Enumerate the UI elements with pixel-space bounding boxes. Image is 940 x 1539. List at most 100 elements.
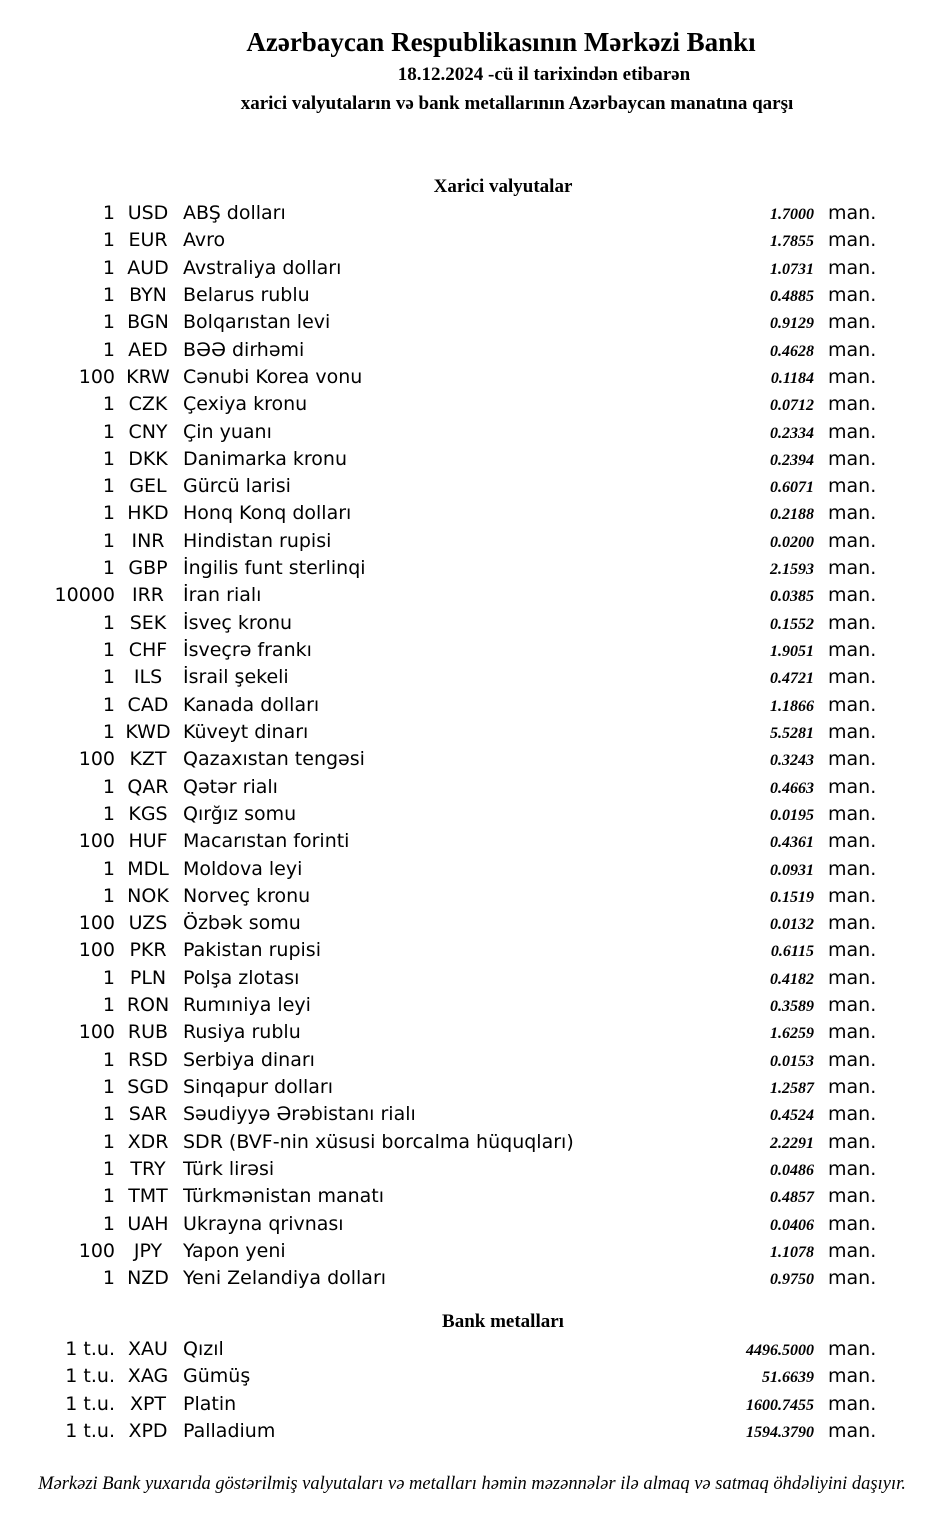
currency-name: Moldova leyi bbox=[183, 857, 303, 880]
currency-name: Kanada dolları bbox=[183, 693, 320, 716]
rate-value: 0.0153 bbox=[770, 1052, 814, 1070]
unit-label: man. bbox=[828, 229, 877, 252]
rate-value: 0.3589 bbox=[770, 998, 814, 1016]
rate-value: 0.4361 bbox=[770, 834, 814, 852]
currency-code: CNY bbox=[128, 420, 168, 443]
currency-name: Honq Konq dolları bbox=[183, 502, 352, 525]
currency-name: Danimarka kronu bbox=[183, 447, 348, 470]
rate-value: 0.0712 bbox=[770, 397, 814, 415]
rate-row: 1 USD ABŞ dolları 1.7000 man. bbox=[0, 200, 890, 227]
rate-row: 1 INR Hindistan rupisi 0.0200 man. bbox=[0, 528, 890, 555]
rate-row: 1 GEL Gürcü larisi 0.6071 man. bbox=[0, 473, 890, 500]
amount-cell: 1 bbox=[102, 720, 115, 743]
amount-cell: 10000 bbox=[54, 584, 115, 607]
currency-code: JPY bbox=[133, 1239, 163, 1262]
currency-code: PKR bbox=[129, 939, 167, 962]
amount-cell: 1 bbox=[102, 802, 115, 825]
rate-value: 0.0486 bbox=[770, 1161, 814, 1179]
currency-name: İngilis funt sterlinqi bbox=[183, 557, 366, 580]
unit-label: man. bbox=[828, 802, 877, 825]
unit-label: man. bbox=[828, 1130, 877, 1153]
rate-value: 2.2291 bbox=[770, 1134, 814, 1152]
currency-name: İsrail şekeli bbox=[183, 666, 289, 689]
rate-value: 1.1078 bbox=[770, 1243, 814, 1261]
amount-cell: 1 bbox=[102, 256, 115, 279]
rate-row: 1 UAH Ukrayna qrivnası 0.0406 man. bbox=[0, 1211, 890, 1238]
currency-code: XAU bbox=[128, 1338, 168, 1360]
currency-code: IRR bbox=[131, 584, 164, 607]
currency-code: GBP bbox=[128, 557, 168, 580]
currency-code: NZD bbox=[127, 1267, 169, 1290]
unit-label: man. bbox=[828, 1392, 877, 1415]
rate-row: 1 CAD Kanada dolları 1.1866 man. bbox=[0, 692, 890, 719]
unit-label: man. bbox=[828, 1239, 877, 1262]
amount-cell: 1 bbox=[102, 502, 115, 525]
page-subtitle: xarici valyutaların və bank metallarının… bbox=[240, 93, 794, 114]
rate-value: 0.0931 bbox=[770, 861, 814, 879]
currency-code: SAR bbox=[128, 1103, 168, 1126]
unit-label: man. bbox=[828, 611, 877, 634]
amount-cell: 1 bbox=[102, 966, 115, 989]
unit-label: man. bbox=[828, 857, 877, 880]
rate-value: 0.0195 bbox=[770, 806, 814, 824]
currency-name: Macarıstan forinti bbox=[183, 830, 350, 853]
currency-code: UAH bbox=[127, 1212, 169, 1235]
currency-name: Qətər rialı bbox=[183, 775, 278, 798]
rate-row: 1 CZK Çexiya kronu 0.0712 man. bbox=[0, 391, 890, 418]
rate-row: 100 KRW Cənubi Korea vonu 0.1184 man. bbox=[0, 364, 890, 391]
rate-value: 0.0406 bbox=[770, 1216, 814, 1234]
currency-name: Qızıl bbox=[183, 1338, 224, 1360]
unit-label: man. bbox=[828, 1076, 877, 1098]
footer-note: Mərkəzi Bank yuxarıda göstərilmiş valyut… bbox=[38, 1474, 906, 1494]
currency-name: Bolqarıstan levi bbox=[183, 311, 331, 334]
rate-value: 1594.3790 bbox=[746, 1423, 814, 1441]
amount-cell: 1 bbox=[102, 557, 115, 580]
currency-name: Rusiya rublu bbox=[183, 1021, 301, 1044]
currency-name: İsveçrə frankı bbox=[183, 639, 312, 661]
rate-value: 0.4663 bbox=[770, 779, 814, 797]
currency-code: HUF bbox=[128, 830, 168, 853]
rate-value: 4496.5000 bbox=[746, 1342, 814, 1359]
unit-label: man. bbox=[828, 912, 877, 935]
rate-row: 1 SAR Səudiyyə Ərəbistanı rialı 0.4524 m… bbox=[0, 1101, 890, 1128]
rate-row: 1 GBP İngilis funt sterlinqi 2.1593 man. bbox=[0, 555, 890, 582]
amount-cell: 100 bbox=[78, 939, 115, 962]
amount-cell: 1 bbox=[102, 475, 115, 498]
amount-cell: 1 bbox=[102, 202, 115, 224]
currency-name: Yapon yeni bbox=[183, 1239, 286, 1262]
currency-code: TRY bbox=[130, 1157, 166, 1180]
currency-code: SEK bbox=[129, 611, 167, 634]
rate-value: 1.7855 bbox=[770, 233, 814, 251]
rate-value: 0.6115 bbox=[770, 943, 814, 961]
unit-label: man. bbox=[828, 639, 877, 661]
amount-cell: 1 bbox=[102, 529, 115, 552]
rate-value: 1.1866 bbox=[770, 697, 814, 715]
rate-row: 10000 IRR İran rialı 0.0385 man. bbox=[0, 582, 890, 609]
rate-row: 1 BGN Bolqarıstan levi 0.9129 man. bbox=[0, 309, 890, 336]
rate-value: 51.6639 bbox=[762, 1369, 814, 1387]
currency-name: Belarus rublu bbox=[183, 283, 310, 306]
amount-cell: 100 bbox=[78, 830, 115, 853]
currency-name: BƏƏ dirhəmi bbox=[183, 338, 305, 361]
unit-label: man. bbox=[828, 1419, 877, 1442]
amount-cell: 100 bbox=[78, 748, 115, 771]
amount-cell: 1 bbox=[102, 1185, 115, 1208]
rate-row: 100 UZS Özbək somu 0.0132 man. bbox=[0, 910, 890, 937]
rate-value: 0.1184 bbox=[770, 369, 814, 387]
currency-code: EUR bbox=[128, 229, 168, 252]
rate-value: 0.9750 bbox=[770, 1271, 814, 1289]
currency-name: Gümüş bbox=[183, 1365, 251, 1388]
unit-label: man. bbox=[828, 202, 877, 224]
rate-value: 0.4721 bbox=[770, 670, 814, 688]
currency-code: KWD bbox=[125, 720, 171, 743]
rate-row: 1 MDL Moldova leyi 0.0931 man. bbox=[0, 856, 890, 883]
rate-row: 1 QAR Qətər rialı 0.4663 man. bbox=[0, 774, 890, 801]
currency-code: MDL bbox=[127, 857, 169, 880]
amount-cell: 1 bbox=[102, 283, 115, 306]
currency-code: BGN bbox=[127, 311, 169, 334]
rate-row: 1 HKD Honq Konq dolları 0.2188 man. bbox=[0, 500, 890, 527]
currency-code: NOK bbox=[127, 884, 169, 907]
rate-row: 1 t.u. XPD Palladium 1594.3790 man. bbox=[0, 1418, 890, 1445]
amount-cell: 1 t.u. bbox=[65, 1419, 115, 1442]
currency-name: Qazaxıstan tengəsi bbox=[183, 748, 365, 771]
